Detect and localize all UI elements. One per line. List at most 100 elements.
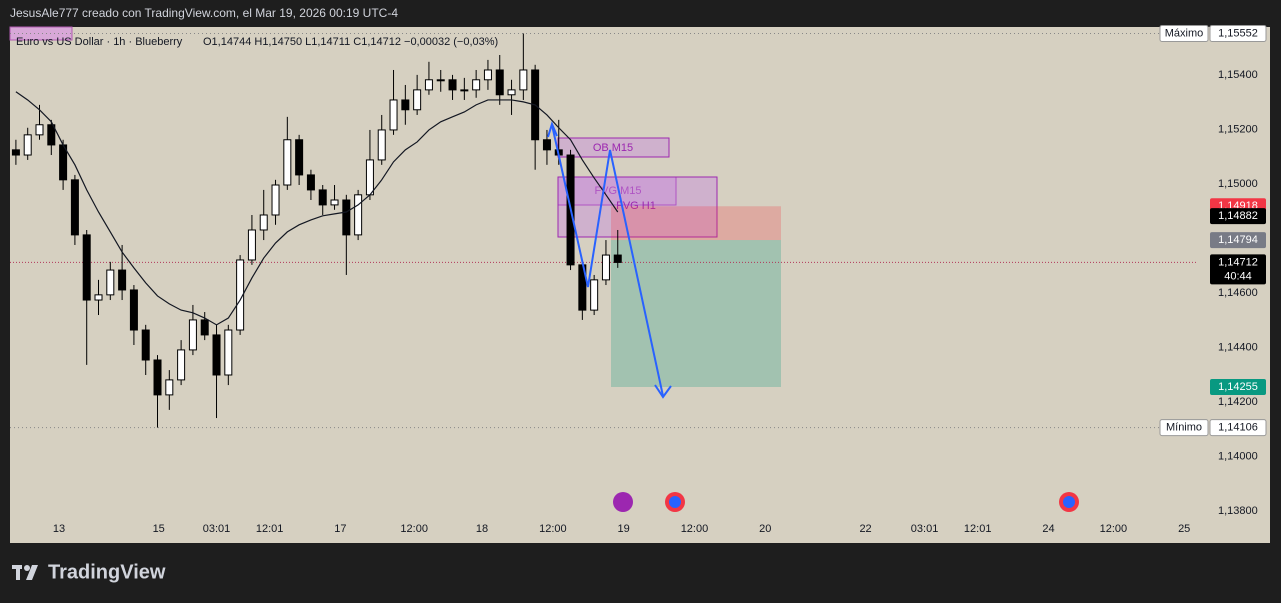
- extreme-name: Mínimo: [1166, 422, 1202, 434]
- candle-body: [542, 139, 551, 151]
- x-tick-label: 13: [53, 523, 65, 535]
- logo-mark: [16, 565, 20, 580]
- x-tick-label: 19: [618, 523, 630, 535]
- price-label: 1,14882: [1218, 210, 1258, 222]
- x-tick-label: 24: [1042, 523, 1054, 535]
- candle-body: [342, 199, 351, 236]
- x-tick-label: 25: [1178, 523, 1190, 535]
- arrow-head: [547, 121, 558, 138]
- extreme-name-box: [1159, 419, 1209, 437]
- annotation-label: FVG H1: [616, 200, 656, 212]
- x-tick-label: 12:00: [539, 523, 567, 535]
- candle-body: [153, 359, 162, 396]
- x-tick-label: 20: [759, 523, 771, 535]
- x-tick-label: 12:00: [400, 523, 428, 535]
- candle-body: [259, 214, 268, 231]
- candle-body: [106, 269, 115, 296]
- extreme-label: 1,14106: [1218, 422, 1258, 434]
- y-tick-label: 1,15200: [1218, 123, 1258, 135]
- candle-body: [436, 79, 445, 82]
- y-tick-label: 1,13800: [1218, 505, 1258, 517]
- candle-body: [295, 139, 304, 176]
- candle-body: [200, 319, 209, 336]
- candle-body: [413, 89, 422, 111]
- candle-body: [177, 349, 186, 381]
- candle-body: [601, 254, 610, 281]
- candle-body: [424, 79, 433, 91]
- current-label-box: [1210, 254, 1266, 285]
- annotation-box: [557, 176, 718, 238]
- brand: TradingView: [48, 561, 166, 583]
- candle-body: [94, 294, 103, 301]
- candle-body: [401, 99, 410, 111]
- candle-body: [47, 124, 56, 146]
- y-tick-label: 1,14000: [1218, 450, 1258, 462]
- candle-body: [613, 254, 622, 263]
- event-icon: [1063, 496, 1075, 508]
- y-tick-label: 1,14600: [1218, 287, 1258, 299]
- target-label-box: [1210, 378, 1266, 395]
- header: JesusAle777 creado con TradingView.com, …: [10, 6, 398, 20]
- x-tick-label: 03:01: [203, 523, 231, 535]
- candle-body: [247, 229, 256, 261]
- candle-body: [165, 379, 174, 396]
- candle-body: [472, 79, 481, 91]
- ohlc-legend: O1,14744 H1,14750 L1,14711 C1,14712 −0,0…: [203, 36, 498, 48]
- candle-body: [590, 279, 599, 311]
- candle-body: [141, 329, 150, 361]
- x-tick-label: 18: [476, 523, 488, 535]
- candle-body: [483, 69, 492, 81]
- entry-label: 1,14794: [1218, 234, 1258, 246]
- candle-body: [283, 139, 292, 186]
- y-tick-label: 1,15000: [1218, 178, 1258, 190]
- logo-mark: [26, 565, 38, 580]
- candle-body: [365, 159, 374, 196]
- event-icon: [613, 492, 633, 512]
- candle-body: [377, 129, 386, 161]
- y-tick-label: 1,14400: [1218, 341, 1258, 353]
- logo: TradingView: [12, 561, 166, 583]
- candle-body: [82, 234, 91, 301]
- y-tick-label: 1,15400: [1218, 69, 1258, 81]
- candle-body: [318, 189, 327, 206]
- plot: 1,154001,152001,150001,148001,146001,144…: [10, 24, 1267, 535]
- candle-body: [188, 319, 197, 351]
- event-icon: [669, 496, 681, 508]
- candle-body: [23, 134, 32, 156]
- candle-body: [118, 269, 127, 291]
- candle-body: [460, 89, 469, 92]
- symbol-legend: Euro vs US Dollar · 1h · Blueberry: [16, 36, 183, 48]
- extreme-label-box: [1209, 24, 1267, 42]
- x-tick-label: 12:01: [964, 523, 992, 535]
- candle-body: [70, 179, 79, 236]
- candle-body: [212, 334, 221, 376]
- entry-label-box: [1210, 232, 1266, 249]
- candle-body: [224, 329, 233, 376]
- projection-arrow: [551, 124, 664, 397]
- extreme-label-box: [1209, 419, 1267, 437]
- y-tick-label: 1,14200: [1218, 396, 1258, 408]
- candle-body: [306, 174, 315, 191]
- candle-body: [448, 79, 457, 91]
- candle-body: [389, 99, 398, 131]
- candle-body: [236, 259, 245, 331]
- candle-body: [495, 69, 504, 96]
- price-label-box: [1210, 208, 1266, 225]
- extreme-label: 1,15552: [1218, 27, 1258, 39]
- candle-body: [507, 89, 516, 96]
- candle-body: [129, 289, 138, 331]
- candle-body: [330, 199, 339, 206]
- candle-body: [519, 69, 528, 91]
- stop-zone: [611, 206, 781, 241]
- moving-average: [15, 91, 619, 326]
- candle-body: [35, 124, 44, 136]
- logo-mark: [24, 565, 30, 571]
- x-tick-label: 17: [334, 523, 346, 535]
- x-tick-label: 12:00: [681, 523, 709, 535]
- current-label: 1,14712: [1218, 256, 1258, 268]
- annotation-label: OB M15: [593, 142, 633, 154]
- x-tick-label: 12:00: [1100, 523, 1128, 535]
- target-zone: [611, 240, 781, 387]
- x-tick-label: 22: [859, 523, 871, 535]
- countdown: 40:44: [1224, 270, 1252, 282]
